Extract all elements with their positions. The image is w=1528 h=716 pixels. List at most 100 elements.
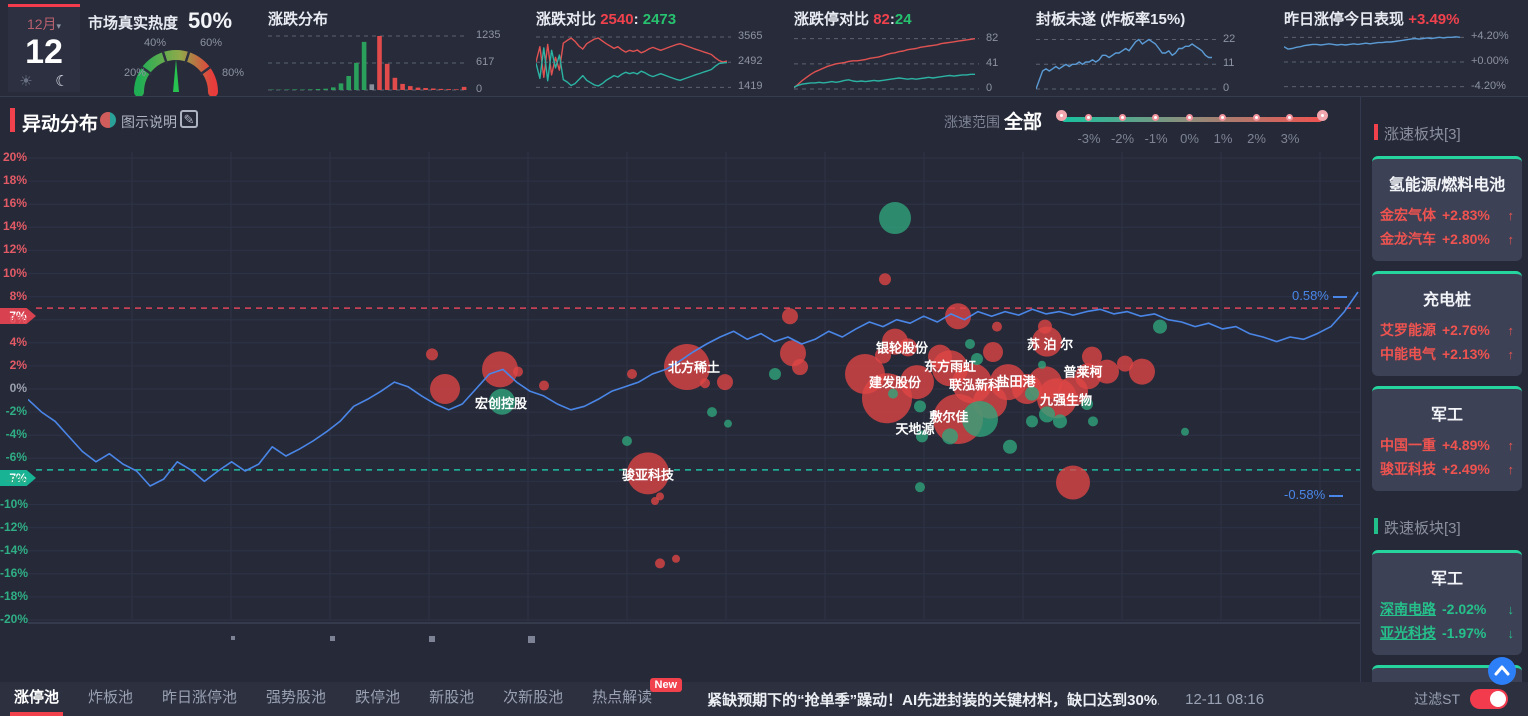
stock-row[interactable]: 艾罗能源 +2.76% ↑	[1372, 318, 1522, 342]
moon-icon[interactable]: ☾	[55, 73, 69, 90]
bubble[interactable]	[672, 554, 680, 563]
stock-row[interactable]: 亚光科技 -1.97% ↓	[1372, 621, 1522, 645]
tab-炸板池[interactable]: 炸板池	[88, 689, 134, 706]
bubble[interactable]	[942, 428, 958, 445]
edit-icon[interactable]: ✎	[180, 110, 198, 128]
sector-card[interactable]: 充电桩 艾罗能源 +2.76% ↑ 中能电气 +2.13% ↑	[1372, 271, 1522, 376]
slider-dot[interactable]	[1286, 114, 1293, 121]
bubble[interactable]	[862, 373, 912, 424]
bubble[interactable]	[482, 351, 518, 388]
bubble[interactable]	[1039, 406, 1055, 423]
bubble[interactable]	[1038, 360, 1046, 369]
bubble[interactable]	[916, 430, 928, 443]
slider-dot[interactable]	[1185, 114, 1193, 121]
bubble-label[interactable]: 银轮股份	[876, 340, 929, 355]
slider-handle-right[interactable]	[1317, 110, 1328, 121]
bubble[interactable]	[707, 407, 717, 418]
bubble-label[interactable]: 骏亚科技	[622, 467, 675, 482]
bubble[interactable]	[1003, 439, 1017, 454]
bubble-label[interactable]: 北方稀土	[668, 360, 720, 375]
bubble[interactable]	[1129, 358, 1155, 385]
stock-name[interactable]: 金宏气体	[1380, 207, 1436, 223]
stock-row[interactable]: 深南电路 -2.02% ↓	[1372, 597, 1522, 621]
stock-name[interactable]: 中国一重	[1380, 437, 1436, 453]
bubble[interactable]	[717, 374, 733, 391]
tab-热点解读[interactable]: 热点解读 New	[592, 678, 683, 716]
bubble[interactable]	[655, 558, 665, 569]
bubble[interactable]	[1032, 326, 1062, 357]
filter-st-toggle[interactable]	[1470, 689, 1508, 709]
stock-row[interactable]: 金龙汽车 +2.80% ↑	[1372, 227, 1522, 251]
bubble[interactable]	[1082, 346, 1102, 367]
tab-次新股池[interactable]: 次新股池	[503, 689, 564, 706]
slider-dot[interactable]	[1152, 114, 1159, 121]
bubble[interactable]	[782, 308, 798, 325]
bubble[interactable]	[971, 352, 983, 365]
bubble[interactable]	[724, 419, 732, 428]
bubble[interactable]	[965, 338, 975, 349]
bubble[interactable]	[879, 273, 891, 286]
stock-row[interactable]: 中国一重 +4.89% ↑	[1372, 433, 1522, 457]
bubble[interactable]	[900, 365, 934, 400]
bubble[interactable]	[915, 482, 925, 493]
bubble[interactable]	[622, 435, 632, 446]
tab-涨停池[interactable]: 涨停池	[9, 682, 64, 716]
tab-新股池[interactable]: 新股池	[429, 689, 475, 706]
bubble-label[interactable]: 普莱柯	[1063, 365, 1102, 380]
stock-name[interactable]: 中能电气	[1380, 346, 1436, 362]
bubble-label[interactable]: 苏 泊 尔	[1027, 337, 1073, 352]
bubble[interactable]	[875, 347, 891, 364]
bubble[interactable]	[888, 388, 898, 399]
stock-name[interactable]: 骏亚科技	[1380, 461, 1436, 477]
stock-name[interactable]: 深南电路	[1380, 601, 1436, 617]
sun-icon[interactable]: ☀	[19, 73, 33, 90]
sector-card[interactable]: 军工 深南电路 -2.02% ↓ 亚光科技 -1.97% ↓	[1372, 550, 1522, 655]
bubble-label[interactable]: 宏创控股	[475, 396, 527, 411]
bubble[interactable]	[879, 202, 911, 235]
bubble[interactable]	[1095, 359, 1119, 384]
range-slider[interactable]: -3% -2% -1% 0% 1% 2% 3%	[1056, 110, 1328, 146]
bubble[interactable]	[1075, 363, 1101, 390]
tab-跌停池[interactable]: 跌停池	[355, 689, 401, 706]
legend-label[interactable]: 图示说明	[121, 114, 177, 130]
bubble[interactable]	[914, 400, 926, 413]
bubble-label[interactable]: 敷尔佳	[929, 410, 968, 425]
stock-row[interactable]: 金宏气体 +2.83% ↑	[1372, 203, 1522, 227]
bubble[interactable]	[962, 401, 998, 438]
stock-row[interactable]: 中能电气 +2.13% ↑	[1372, 342, 1522, 366]
bubble-label[interactable]: 东方雨虹	[924, 359, 976, 374]
bubble[interactable]	[627, 452, 669, 495]
bubble[interactable]	[700, 378, 710, 389]
bubble[interactable]	[627, 368, 637, 379]
slider-dot[interactable]	[1219, 114, 1226, 121]
bubble[interactable]	[1081, 398, 1093, 411]
bubble-label[interactable]: 九强生物	[1039, 392, 1092, 407]
bubble[interactable]	[899, 338, 917, 357]
bubble[interactable]	[769, 367, 781, 380]
slider-dot[interactable]	[1085, 114, 1092, 121]
bubble[interactable]	[1053, 414, 1067, 429]
bubble[interactable]	[539, 380, 549, 391]
bubble[interactable]	[426, 348, 438, 361]
bubble[interactable]	[1117, 355, 1133, 372]
tab-昨日涨停池[interactable]: 昨日涨停池	[162, 689, 238, 706]
bubble-label[interactable]: 建发股份	[869, 375, 922, 390]
bubble[interactable]	[1056, 465, 1090, 500]
bubble[interactable]	[1088, 416, 1098, 427]
bubble[interactable]	[489, 388, 515, 415]
bubble[interactable]	[983, 342, 1003, 363]
bubble[interactable]	[651, 497, 659, 506]
bubble[interactable]	[430, 374, 460, 404]
sector-card[interactable]: 军工 中国一重 +4.89% ↑ 骏亚科技 +2.49% ↑	[1372, 386, 1522, 491]
bubble[interactable]	[664, 344, 710, 391]
bubble[interactable]	[1025, 386, 1039, 401]
bubble[interactable]	[513, 366, 523, 377]
stock-name[interactable]: 亚光科技	[1380, 625, 1436, 641]
bubble[interactable]	[1181, 427, 1189, 436]
bubble[interactable]	[992, 321, 1002, 332]
bubble[interactable]	[792, 359, 808, 376]
sector-card[interactable]: 氢能源/燃料电池 金宏气体 +2.83% ↑ 金龙汽车 +2.80% ↑	[1372, 156, 1522, 261]
stock-name[interactable]: 艾罗能源	[1380, 322, 1436, 338]
bubble[interactable]	[1026, 415, 1038, 428]
